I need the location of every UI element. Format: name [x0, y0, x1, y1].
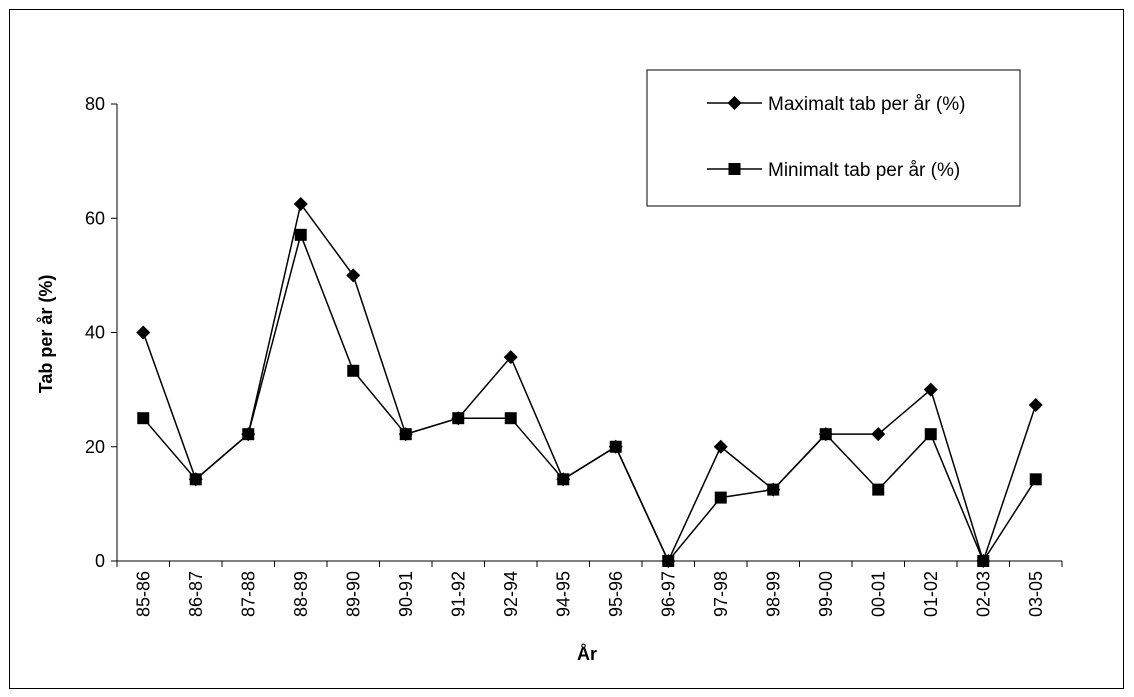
y-tick-label: 60 [85, 208, 105, 228]
data-point-max [1028, 398, 1043, 413]
data-point-max [713, 439, 728, 454]
x-tick-label: 91-92 [448, 571, 468, 617]
y-axis-title: Tab per år (%) [36, 275, 56, 394]
x-tick-label: 02-03 [973, 571, 993, 617]
legend: Maximalt tab per år (%) Minimalt tab per… [646, 69, 1021, 207]
y-ticks: 0 20 40 60 80 [85, 94, 117, 571]
x-tick-label: 00-01 [868, 571, 888, 617]
y-tick-label: 20 [85, 437, 105, 457]
data-point-max [346, 268, 361, 283]
data-point-min [714, 491, 727, 504]
x-tick-label: 86-87 [186, 571, 206, 617]
data-point-min [137, 412, 150, 425]
data-point-min [399, 428, 412, 441]
data-point-min [347, 364, 360, 377]
data-point-min [504, 412, 517, 425]
x-axis-title: År [577, 644, 597, 664]
x-tick-label: 92-94 [501, 571, 521, 617]
x-ticks: 85-86 86-87 87-88 88-89 89-90 90-91 91-92 92-94… [116, 561, 1063, 617]
data-point-max [136, 325, 151, 340]
data-point-min [242, 428, 255, 441]
series-line-1 [142, 232, 1037, 563]
x-tick-label: 99-00 [816, 571, 836, 617]
data-point-min [767, 483, 780, 496]
data-point-max [293, 196, 308, 211]
data-point-min [609, 440, 622, 453]
data-point-min [452, 412, 465, 425]
x-tick-label: 85-86 [133, 571, 153, 617]
x-tick-label: 90-91 [396, 571, 416, 617]
y-tick-label: 80 [85, 94, 105, 114]
series-line-0 [142, 202, 1037, 564]
x-tick-label: 03-05 [1026, 571, 1046, 617]
data-point-max [871, 427, 886, 442]
y-tick-label: 0 [95, 551, 105, 571]
x-tick-label: 01-02 [921, 571, 941, 617]
data-point-max [503, 350, 518, 365]
series-group [136, 196, 1043, 568]
legend-marker-min-icon [728, 163, 741, 175]
data-point-min [662, 555, 675, 567]
x-tick-label: 98-99 [763, 571, 783, 617]
data-point-min [1029, 473, 1042, 486]
legend-marker-max-icon [727, 96, 742, 110]
x-tick-label: 95-96 [606, 571, 626, 617]
legend-label-min: Minimalt tab per år (%) [768, 160, 960, 181]
x-tick-label: 89-90 [343, 571, 363, 617]
data-point-min [189, 473, 202, 486]
x-tick-label: 97-98 [711, 571, 731, 617]
x-tick-label: 87-88 [238, 571, 258, 617]
data-point-min [557, 473, 570, 486]
data-point-min [977, 555, 990, 567]
y-tick-label: 40 [85, 323, 105, 343]
data-point-min [294, 228, 307, 241]
x-tick-label: 96-97 [658, 571, 678, 617]
x-tick-label: 88-89 [291, 571, 311, 617]
data-point-max [923, 382, 938, 397]
x-tick-label: 94-95 [553, 571, 573, 617]
data-point-min [819, 428, 832, 441]
legend-box [646, 69, 1021, 207]
legend-label-max: Maximalt tab per år (%) [768, 94, 965, 115]
data-point-min [872, 483, 885, 496]
data-point-min [924, 428, 937, 441]
